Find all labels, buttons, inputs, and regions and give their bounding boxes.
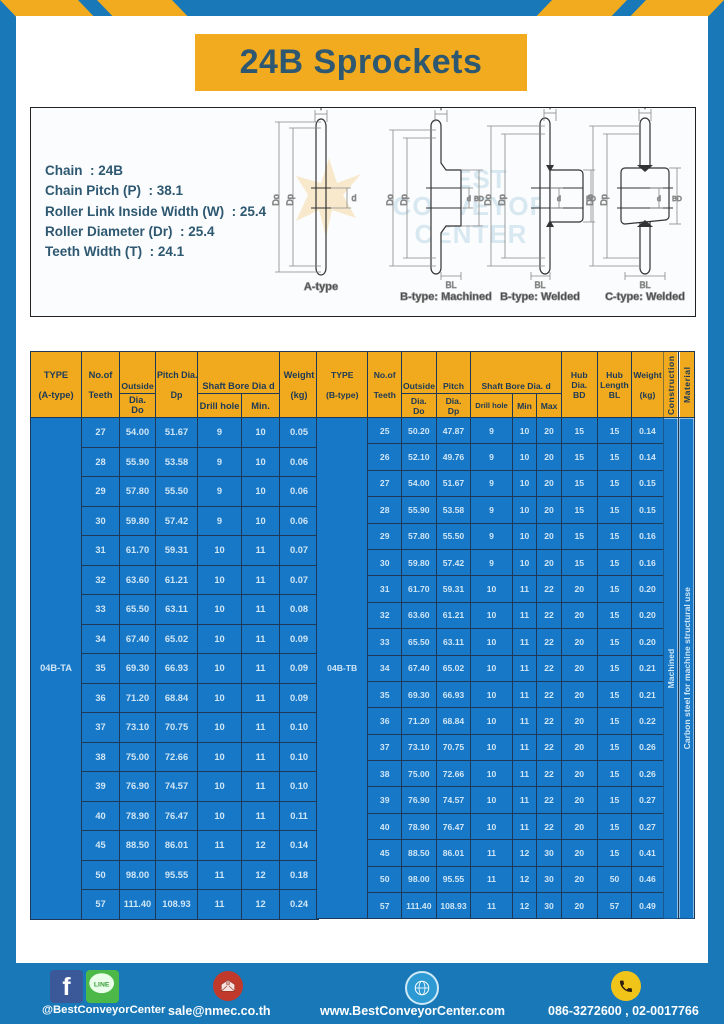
svg-text:BD: BD [672, 196, 682, 203]
svg-text:Do: Do [585, 194, 595, 206]
svg-text:BL: BL [639, 280, 650, 290]
svg-text:A-type: A-type [304, 281, 338, 293]
svg-text:T: T [642, 108, 648, 111]
svg-text:Dp: Dp [599, 194, 609, 206]
svg-text:d: d [557, 196, 561, 203]
svg-text:d: d [351, 193, 356, 203]
svg-text:Dp: Dp [285, 194, 295, 206]
svg-text:Dp: Dp [399, 194, 409, 206]
svg-text:BL: BL [445, 280, 456, 290]
svg-text:T: T [438, 108, 444, 112]
svg-text:Do: Do [385, 194, 395, 206]
svg-text:d: d [467, 196, 471, 203]
svg-text:B-type: Welded: B-type: Welded [500, 291, 580, 303]
svg-text:Do: Do [271, 194, 281, 206]
svg-text:B-type: Machined: B-type: Machined [400, 291, 492, 303]
svg-text:BL: BL [534, 280, 545, 290]
svg-text:T: T [547, 108, 553, 111]
svg-text:d: d [657, 196, 661, 203]
svg-text:LINE: LINE [94, 982, 110, 989]
svg-text:Dp: Dp [497, 194, 507, 206]
svg-text:Do: Do [483, 194, 493, 206]
svg-text:C-type: Welded: C-type: Welded [605, 291, 685, 303]
svg-text:T: T [318, 108, 324, 112]
svg-text:f: f [62, 974, 71, 1001]
